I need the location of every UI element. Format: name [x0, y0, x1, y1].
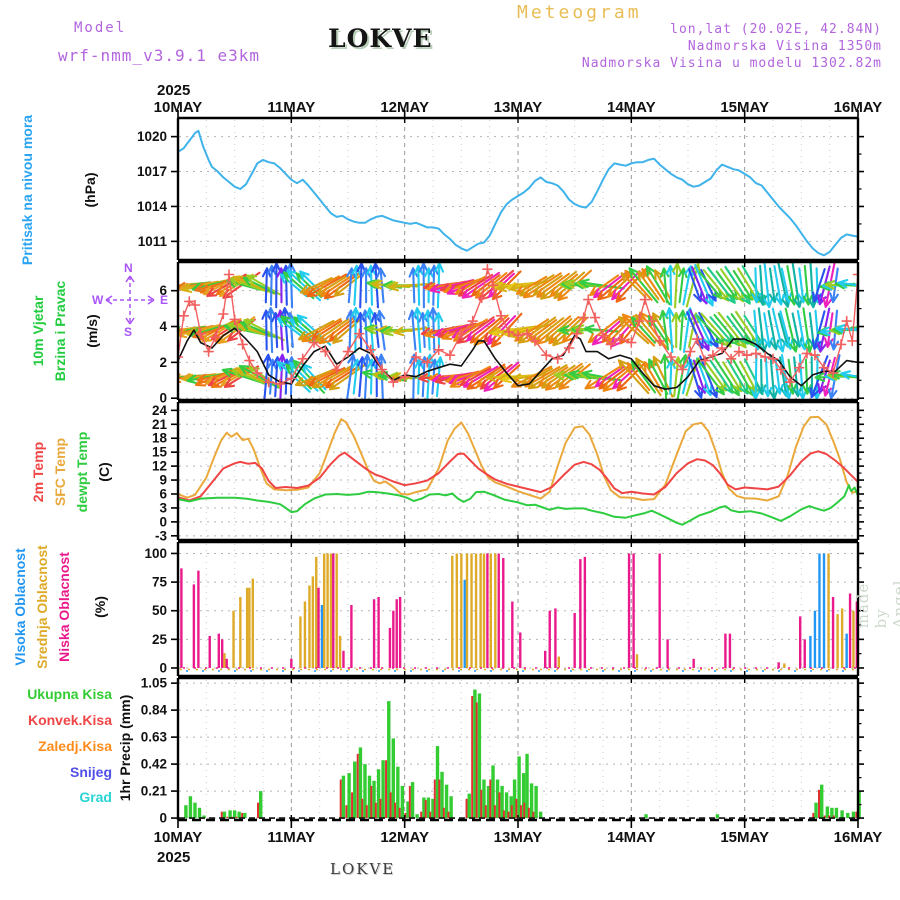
svg-text:16MAY: 16MAY — [834, 829, 883, 846]
svg-text:4: 4 — [159, 319, 167, 334]
pressure-panel-frame: 1011 1014 1017 1020 — [137, 116, 864, 262]
precip-frozen-legend: Zaledj.Kisa — [38, 738, 112, 754]
svg-text:11MAY: 11MAY — [267, 99, 315, 116]
svg-text:2025: 2025 — [157, 849, 190, 866]
svg-text:14MAY: 14MAY — [607, 829, 656, 846]
cloud-panel-frame: 0 25 50 75 100 — [144, 540, 864, 678]
svg-text:9: 9 — [159, 473, 167, 488]
model-name: wrf-nmm_v3.9.1 e3km — [58, 46, 261, 65]
svg-text:6: 6 — [159, 283, 167, 298]
temp-dewpt-legend: dewpt Temp — [74, 431, 90, 513]
cloud-high-legend: Vlsoka Oblacnost — [12, 548, 28, 666]
lonlat-text: lon,lat (20.02E, 42.84N) — [670, 22, 882, 37]
svg-text:15MAY: 15MAY — [720, 99, 769, 116]
svg-text:11MAY: 11MAY — [267, 829, 315, 846]
svg-text:100: 100 — [144, 546, 167, 561]
svg-text:25: 25 — [152, 632, 168, 647]
svg-text:0.84: 0.84 — [141, 703, 168, 718]
pressure-panel — [179, 119, 857, 259]
wind-panel — [179, 263, 857, 399]
svg-text:15: 15 — [152, 445, 168, 460]
svg-text:-3: -3 — [155, 528, 167, 543]
svg-text:0: 0 — [159, 660, 167, 675]
svg-text:16MAY: 16MAY — [834, 99, 883, 116]
svg-text:2: 2 — [159, 355, 167, 370]
page-title: LOKVE — [328, 24, 433, 53]
pressure-unit-label: (hPa) — [82, 172, 98, 208]
elevation-text: Nadmorska Visina 1350m — [687, 39, 882, 54]
svg-text:12MAY: 12MAY — [380, 829, 429, 846]
cloud-bars — [180, 553, 859, 672]
svg-text:75: 75 — [152, 575, 168, 590]
cloud-unit-label: (%) — [92, 596, 108, 618]
precip-total-legend: Ukupna Kisa — [27, 686, 112, 702]
svg-text:1014: 1014 — [137, 199, 168, 214]
svg-text:12MAY: 12MAY — [380, 99, 429, 116]
pressure-axis-title: Pritisak na nivou mora — [19, 114, 35, 266]
precip-convective-legend: Konvek.Kisa — [27, 712, 112, 728]
compass-south-label: S — [124, 325, 133, 339]
app-title: Meteogram — [517, 2, 642, 23]
svg-text:1017: 1017 — [137, 164, 167, 179]
svg-text:1011: 1011 — [138, 234, 168, 249]
svg-text:6: 6 — [159, 487, 167, 502]
wind-unit-label: (m/s) — [84, 314, 100, 348]
top-date-axis: 10MAY 11MAY 12MAY 13MAY 14MAY 15MAY 16MAY 2025 — [154, 82, 883, 118]
temp-unit-label: (C) — [96, 462, 112, 482]
precip-snow-legend: Snijeg — [69, 764, 112, 780]
cloud-panel — [179, 543, 859, 675]
svg-text:50: 50 — [152, 603, 167, 618]
compass-west-label: W — [92, 293, 104, 307]
precip-unit-label: 1hr Precip (mm) — [117, 694, 133, 802]
svg-text:13MAY: 13MAY — [494, 99, 543, 116]
svg-text:0: 0 — [159, 391, 167, 406]
svg-text:0.42: 0.42 — [141, 757, 167, 772]
watermark-text: made by Angel — [854, 579, 900, 629]
svg-text:14MAY: 14MAY — [607, 99, 656, 116]
wind-axis-title-1: 10m Vjetar — [30, 295, 46, 367]
svg-text:10MAY: 10MAY — [154, 99, 203, 116]
svg-text:18: 18 — [152, 431, 168, 446]
footer-station-label: LOKVE — [330, 860, 396, 878]
svg-text:21: 21 — [152, 417, 168, 432]
compass-east-label: E — [160, 293, 169, 307]
model-elevation-text: Nadmorska Visina u modelu 1302.82m — [581, 56, 882, 71]
compass-rose-icon — [105, 275, 155, 325]
svg-text:1020: 1020 — [137, 129, 167, 144]
svg-text:0: 0 — [159, 514, 167, 529]
svg-text:24: 24 — [152, 403, 168, 418]
svg-text:0.21: 0.21 — [141, 784, 168, 799]
precip-bars — [179, 689, 861, 819]
svg-text:13MAY: 13MAY — [494, 829, 543, 846]
wind-panel-frame: 0 2 4 6 — [159, 260, 864, 406]
model-label: Model — [74, 20, 127, 36]
svg-text:15MAY: 15MAY — [720, 829, 769, 846]
svg-text:0.63: 0.63 — [141, 730, 168, 745]
cloud-mid-legend: Srednja Oblacnost — [34, 545, 50, 669]
temp-sfc-legend: SFC Temp — [52, 437, 68, 507]
wind-axis-title-2: Brzina i Pravac — [52, 280, 68, 382]
svg-text:0: 0 — [159, 811, 167, 826]
temp-2m-legend: 2m Temp — [30, 441, 46, 503]
svg-text:10MAY: 10MAY — [154, 829, 203, 846]
compass-north-label: N — [124, 261, 133, 275]
svg-text:2025: 2025 — [157, 82, 190, 99]
precip-hail-legend: Grad — [79, 789, 112, 805]
svg-text:12: 12 — [152, 459, 167, 474]
precip-panel — [179, 679, 861, 819]
svg-text:1.05: 1.05 — [141, 676, 168, 691]
bottom-date-axis: 10MAY 11MAY 12MAY 13MAY 14MAY 15MAY 16MAY 2025 — [154, 820, 883, 866]
temperature-panel — [179, 403, 857, 539]
svg-text:3: 3 — [159, 500, 167, 515]
cloud-low-legend: Niska Oblacnost — [56, 552, 72, 662]
